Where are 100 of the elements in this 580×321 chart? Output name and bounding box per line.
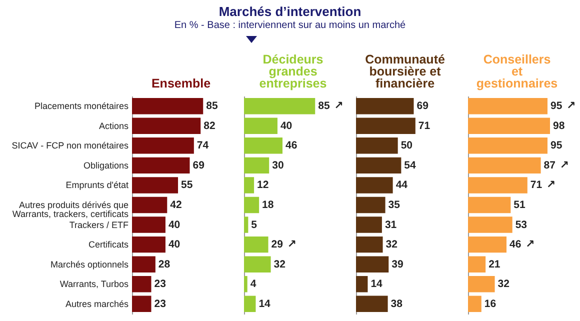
data-label: 32	[274, 258, 286, 270]
bar	[244, 256, 271, 272]
bar	[132, 118, 201, 134]
bar	[468, 98, 548, 114]
data-label: 71	[418, 120, 430, 132]
bar	[356, 236, 383, 253]
y-tick-label: Actions	[98, 120, 129, 131]
data-label: 38	[390, 298, 403, 310]
annotation: ↗	[334, 99, 344, 112]
bar	[132, 216, 166, 233]
data-label: 46	[509, 238, 522, 251]
annotation: ↗	[566, 99, 576, 112]
bar	[356, 256, 389, 272]
data-label: 32	[386, 238, 398, 251]
bar	[356, 276, 368, 292]
data-label: 95	[550, 100, 562, 112]
data-label: 28	[158, 258, 170, 270]
bar	[244, 177, 254, 194]
y-tick-label: Marchés optionnels	[50, 259, 129, 270]
data-label: 85	[318, 100, 330, 112]
data-label: 54	[404, 159, 416, 172]
data-label: 4	[250, 278, 256, 290]
data-label: 23	[154, 298, 166, 310]
annotation: ↗	[525, 238, 535, 251]
bar	[468, 216, 512, 233]
data-label: 23	[154, 278, 166, 290]
data-label: 40	[280, 120, 292, 132]
annotation: ↗	[546, 178, 556, 192]
bar	[132, 196, 168, 214]
data-label: 40	[168, 238, 180, 251]
data-label: 29	[271, 238, 284, 251]
data-label: 18	[262, 199, 274, 211]
data-label: 69	[416, 100, 429, 112]
data-label: 74	[196, 140, 209, 152]
data-label: 87	[544, 159, 556, 172]
bar	[356, 296, 388, 312]
data-label: 30	[272, 159, 284, 172]
data-label: 32	[498, 278, 510, 290]
bar	[356, 138, 398, 154]
y-tick-label: Obligations	[83, 160, 129, 170]
data-label: 39	[392, 258, 404, 270]
chart-title: Ensemble	[151, 76, 211, 90]
bar	[468, 138, 548, 154]
data-label: 51	[514, 199, 526, 211]
bar	[468, 177, 528, 194]
y-tick-label: Autres produits dérivés que Warrants, trackers, certificats	[12, 200, 129, 219]
chart-title: Décideurs grandes entreprises	[259, 52, 327, 90]
data-label: 53	[515, 218, 528, 231]
data-label: 16	[484, 298, 496, 310]
y-tick-label: SICAV - FCP non monétaires	[12, 140, 129, 151]
bar	[244, 157, 270, 174]
data-label: 31	[384, 218, 397, 231]
data-label: 46	[285, 140, 298, 152]
bar	[468, 276, 495, 292]
bar	[244, 236, 268, 253]
bar	[356, 177, 393, 194]
chart-title: Communauté boursière et financière	[365, 52, 445, 90]
y-tick-label: Placements monétaires	[34, 101, 129, 112]
data-label: 69	[192, 159, 205, 172]
data-label: 82	[204, 120, 216, 132]
data-label: 40	[168, 218, 180, 231]
bar	[132, 236, 166, 253]
data-label: 50	[400, 140, 413, 152]
bar	[356, 196, 386, 214]
bar	[132, 157, 190, 174]
data-label: 35	[388, 199, 400, 211]
annotation: ↗	[287, 238, 296, 251]
text: En % - Base : interviennent sur au moins un marché	[173, 20, 407, 31]
y-tick-label: Certificats	[88, 240, 129, 250]
bar	[468, 296, 482, 312]
bar	[468, 236, 506, 253]
bar	[244, 196, 260, 214]
bar	[356, 216, 382, 233]
bar	[468, 157, 541, 174]
data-label: 12	[257, 179, 269, 192]
chart-title: Conseillers et gestionnaires	[476, 52, 558, 90]
bar	[468, 196, 511, 214]
y-tick-label: Emprunts d'état	[66, 180, 129, 190]
bar	[244, 296, 256, 312]
bar	[132, 138, 194, 154]
bar	[132, 256, 156, 272]
y-tick-label: Warrants, Turbos	[60, 279, 129, 290]
data-label: 42	[170, 199, 182, 211]
text: Marchés d’intervention	[218, 4, 362, 19]
bar	[356, 98, 414, 114]
y-tick-label: Trackers / ETF	[69, 220, 129, 230]
data-label: 44	[396, 179, 408, 192]
bar	[244, 118, 278, 134]
data-label: 14	[370, 278, 383, 290]
data-label: 98	[553, 120, 565, 132]
bar	[132, 177, 178, 194]
data-label: 5	[251, 218, 258, 231]
bar	[356, 118, 416, 134]
bar	[244, 216, 248, 233]
bar	[244, 276, 248, 292]
bar	[468, 256, 486, 272]
data-label: 21	[488, 258, 500, 270]
bar	[132, 98, 204, 114]
data-label: 85	[206, 100, 218, 112]
data-label: 71	[530, 179, 542, 192]
